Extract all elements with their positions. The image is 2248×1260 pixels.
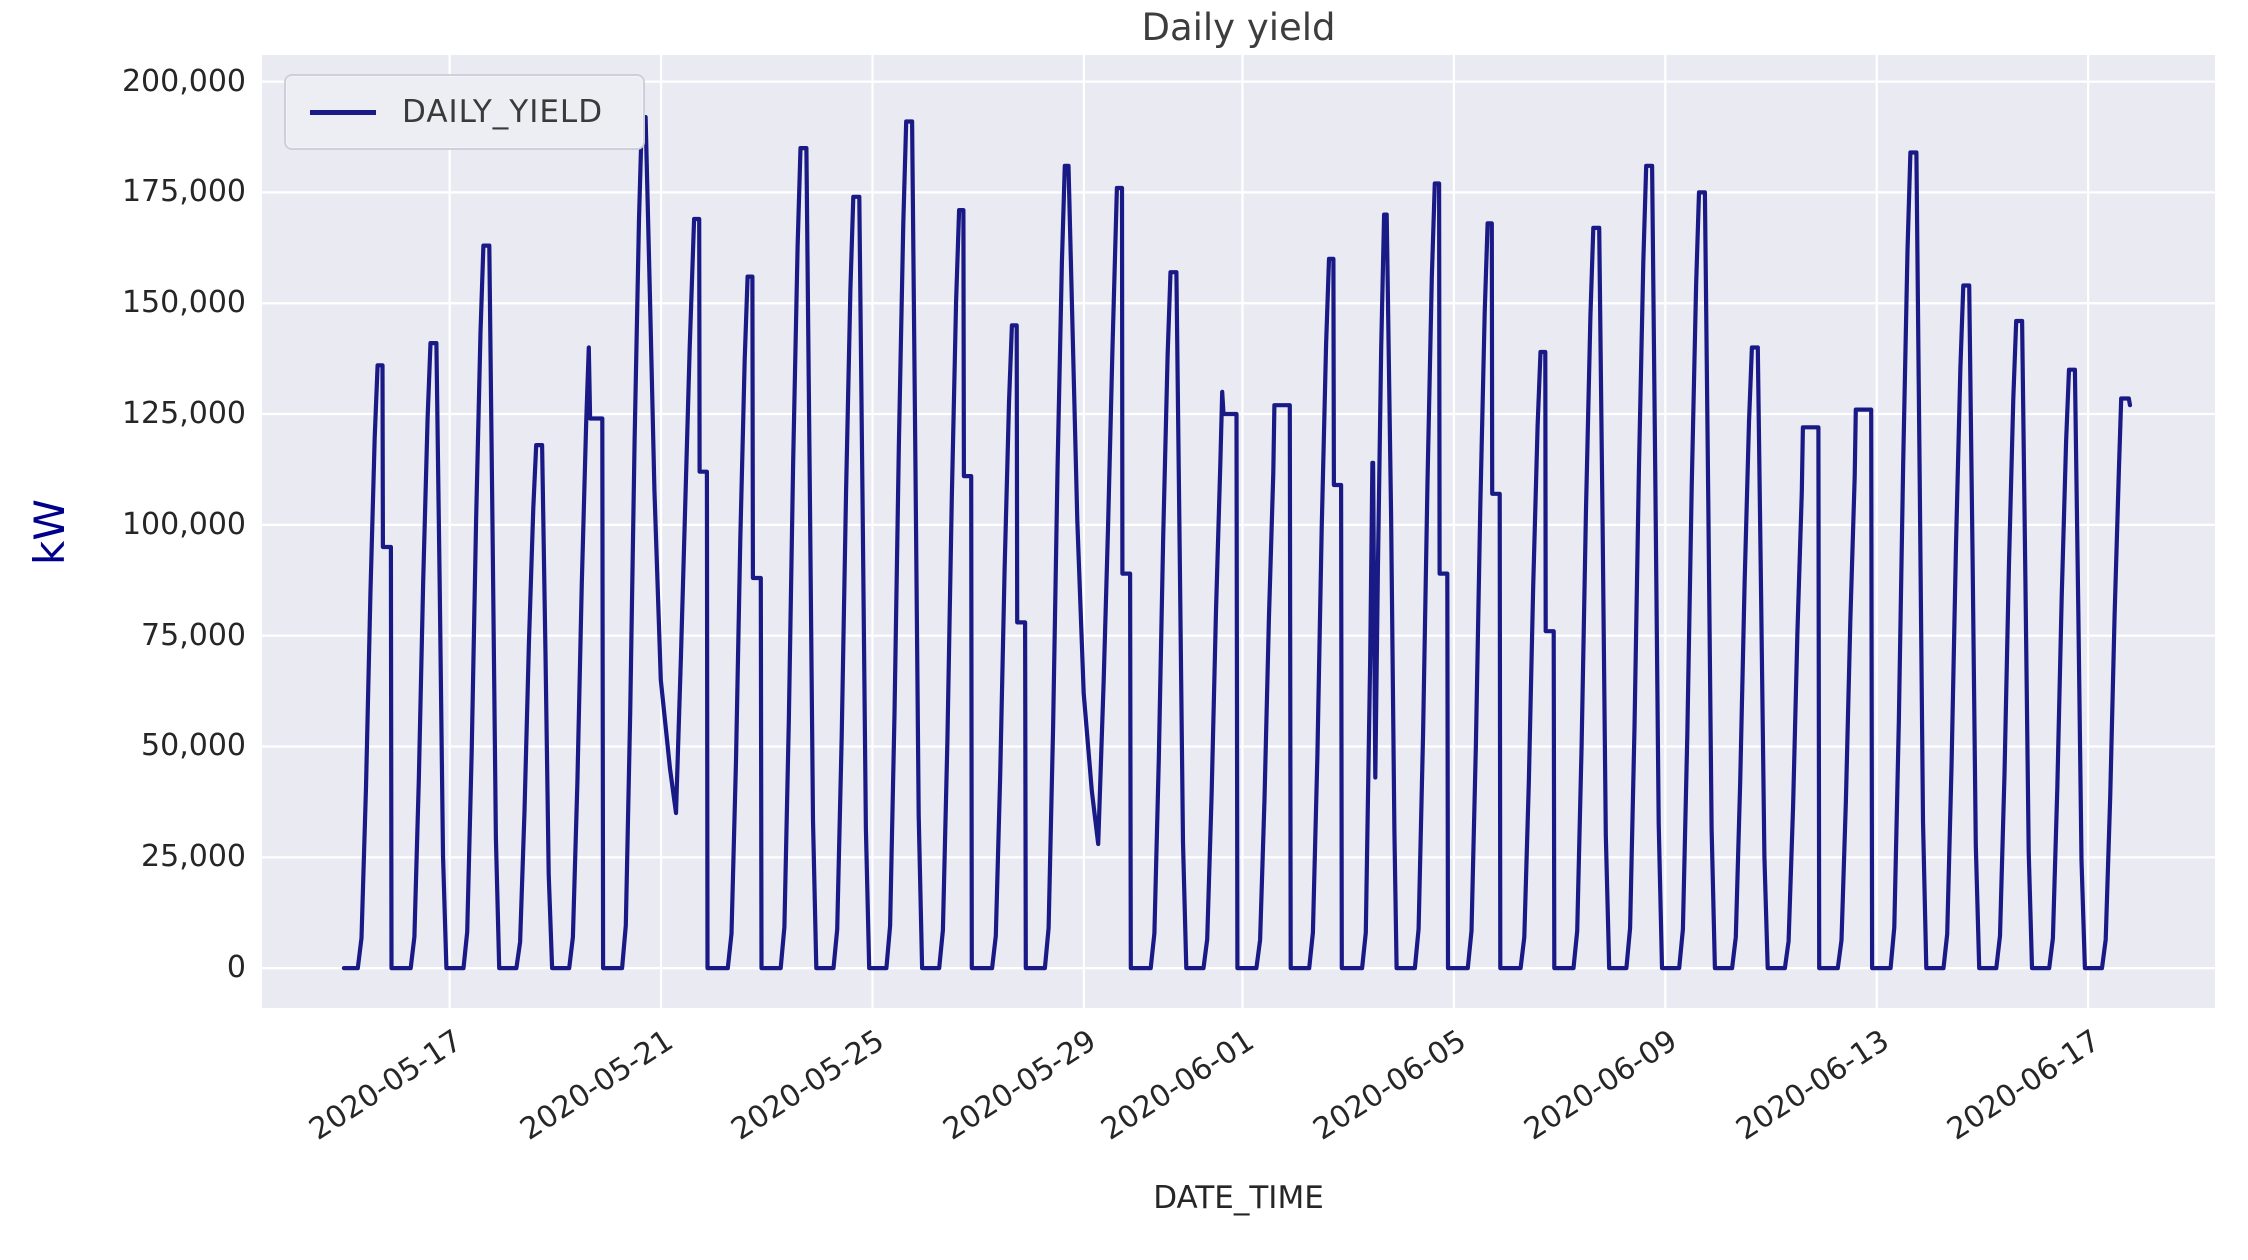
chart-title: Daily yield <box>1141 6 1336 49</box>
y-tick-label: 125,000 <box>121 396 246 432</box>
y-tick-label: 150,000 <box>121 285 246 321</box>
y-tick-label: 75,000 <box>141 617 246 653</box>
legend-label: DAILY_YIELD <box>402 94 604 130</box>
legend-line-sample <box>310 109 376 115</box>
y-tick-label: 0 <box>226 950 246 986</box>
legend: DAILY_YIELD <box>284 74 646 150</box>
y-tick-label: 25,000 <box>141 839 246 875</box>
y-tick-label: 200,000 <box>121 63 246 99</box>
y-tick-label: 175,000 <box>121 174 246 210</box>
y-tick-label: 50,000 <box>141 728 246 764</box>
x-axis-label: DATE_TIME <box>1153 1180 1324 1216</box>
y-tick-label: 100,000 <box>121 506 246 542</box>
